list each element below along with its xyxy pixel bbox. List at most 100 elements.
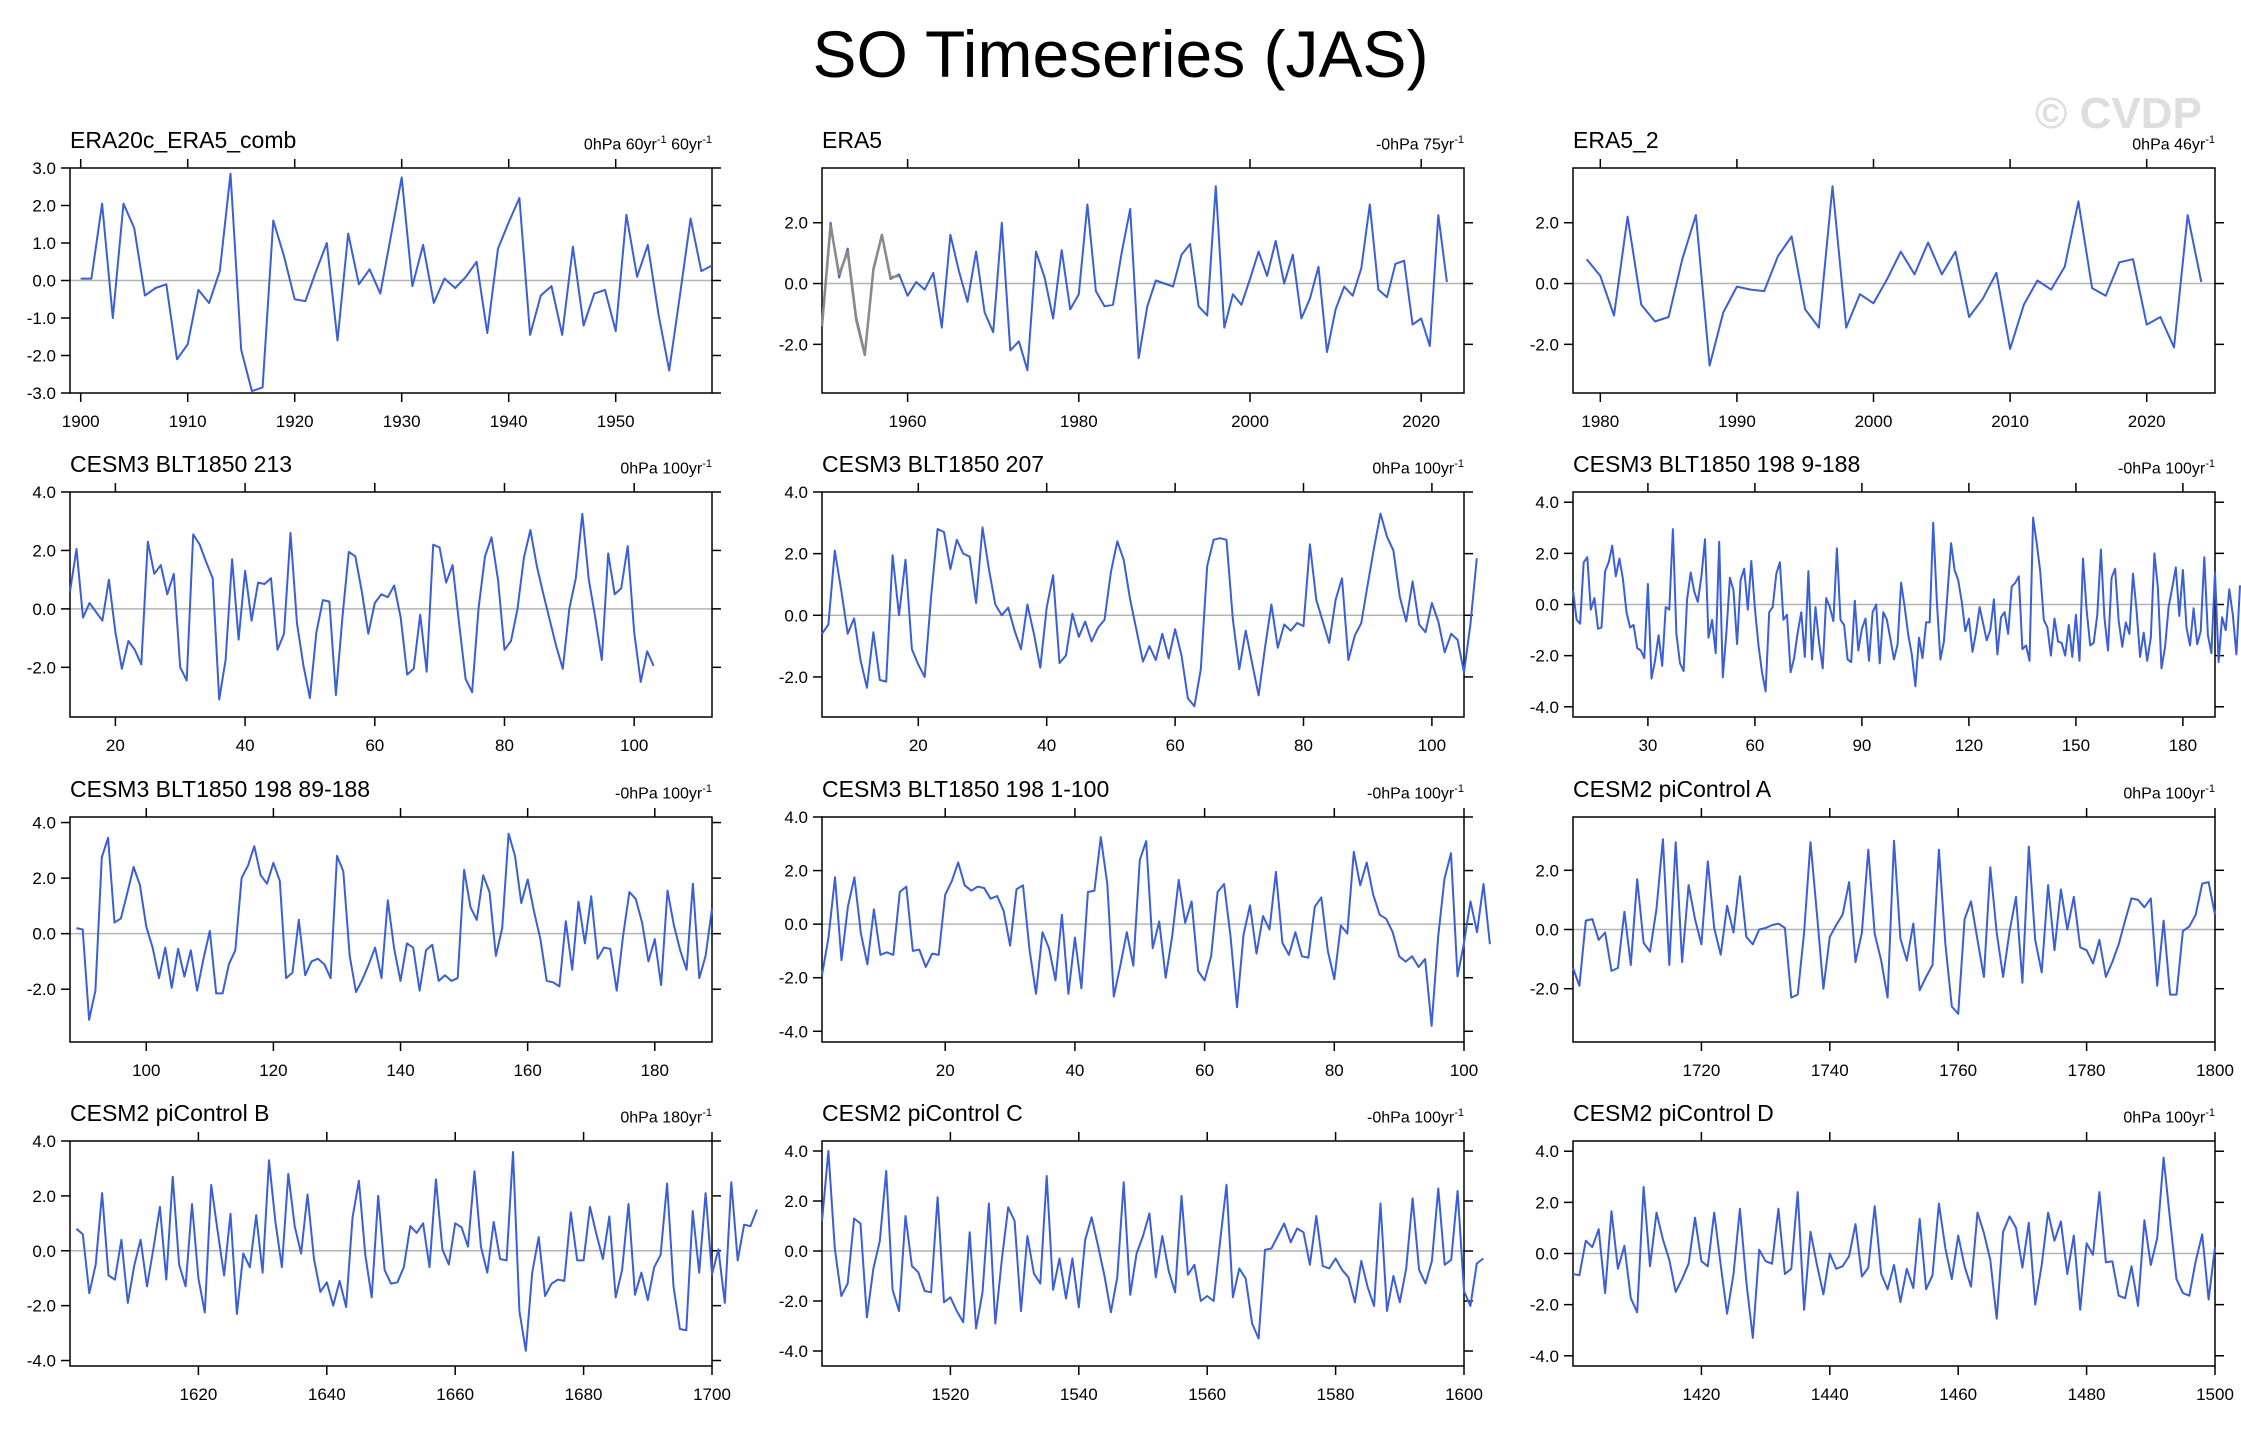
panel-meta: -0hPa 100yr-1 (2118, 458, 2215, 478)
y-tick-label: 4.0 (784, 808, 808, 827)
x-tick-label: 100 (1450, 1061, 1478, 1080)
x-tick-label: 2000 (1855, 412, 1893, 431)
panel-meta: 0hPa 100yr-1 (2123, 783, 2215, 803)
x-tick-label: 20 (909, 736, 928, 755)
y-tick-label: 0.0 (1535, 275, 1559, 294)
x-tick-label: 1740 (1811, 1061, 1849, 1080)
x-tick-label: 20 (106, 736, 125, 755)
series-line (821, 836, 1491, 1027)
y-tick-label: -2.0 (27, 980, 56, 999)
x-tick-label: 40 (1037, 736, 1056, 755)
y-tick-label: 2.0 (32, 1187, 56, 1206)
x-tick-label: 1440 (1811, 1385, 1849, 1404)
secondary-series-line (820, 224, 900, 357)
x-tick-label: 1540 (1060, 1385, 1098, 1404)
x-tick-label: 1700 (693, 1385, 731, 1404)
x-tick-label: 100 (1418, 736, 1446, 755)
y-tick-label: -2.0 (27, 1297, 56, 1316)
x-tick-label: 1930 (383, 412, 421, 431)
plot-frame (1572, 1140, 2216, 1367)
x-tick-label: 160 (513, 1061, 541, 1080)
y-tick-label: 0.0 (32, 1242, 56, 1261)
y-tick-label: 0.0 (784, 915, 808, 934)
x-tick-label: 2020 (1402, 412, 1440, 431)
x-tick-label: 180 (2169, 736, 2197, 755)
x-tick-label: 1780 (2068, 1061, 2106, 1080)
y-tick-label: -2.0 (1530, 647, 1559, 666)
series-line (821, 185, 1448, 372)
x-tick-label: 1990 (1718, 412, 1756, 431)
panel-meta: 0hPa 100yr-1 (1372, 458, 1464, 478)
series-line (76, 832, 713, 1021)
x-tick-label: 80 (495, 736, 514, 755)
x-tick-label: 1420 (1682, 1385, 1720, 1404)
y-tick-label: 2.0 (1535, 214, 1559, 233)
y-tick-label: 0.0 (1535, 1245, 1559, 1264)
panel-title: CESM2 piControl A (1573, 776, 1772, 802)
y-tick-label: 0.0 (784, 606, 808, 625)
panel-title: CESM2 piControl D (1573, 1100, 1774, 1126)
plot-frame (1572, 816, 2216, 1043)
panel-meta: -0hPa 100yr-1 (1367, 783, 1464, 803)
x-tick-label: 1940 (490, 412, 528, 431)
plot-frame (69, 816, 713, 1043)
y-tick-label: 2.0 (784, 214, 808, 233)
plot-frame (1572, 167, 2216, 394)
y-tick-label: -2.0 (1530, 335, 1559, 354)
x-tick-label: 1980 (1060, 412, 1098, 431)
panel-title: ERA5_2 (1573, 127, 1659, 153)
x-tick-label: 1720 (1682, 1061, 1720, 1080)
y-tick-label: -4.0 (27, 1352, 56, 1371)
panel-title: CESM3 BLT1850 207 (822, 451, 1045, 477)
x-tick-label: 30 (1638, 736, 1657, 755)
x-tick-label: 1660 (436, 1385, 474, 1404)
plot-frame (821, 816, 1465, 1043)
y-tick-label: 2.0 (32, 541, 56, 560)
y-tick-label: 0.0 (32, 272, 56, 291)
y-tick-label: 2.0 (32, 197, 56, 216)
panel-title: CESM2 piControl C (822, 1100, 1023, 1126)
series-line (1572, 838, 2216, 1015)
y-tick-label: 0.0 (32, 925, 56, 944)
panel-meta: 0hPa 180yr-1 (620, 1107, 712, 1127)
y-tick-label: -4.0 (1530, 1347, 1559, 1366)
y-tick-label: 4.0 (784, 483, 808, 502)
y-tick-label: -2.0 (27, 347, 56, 366)
watermark: © CVDP (2035, 89, 2202, 138)
x-tick-label: 1560 (1188, 1385, 1226, 1404)
panel-meta: -0hPa 75yr-1 (1375, 134, 1464, 154)
y-tick-label: -4.0 (779, 1022, 808, 1041)
y-tick-label: 0.0 (1535, 596, 1559, 615)
y-tick-label: 2.0 (1535, 861, 1559, 880)
x-tick-label: 60 (1195, 1061, 1214, 1080)
x-tick-label: 1640 (308, 1385, 346, 1404)
plot-frame (69, 1140, 713, 1367)
x-tick-label: 1520 (931, 1385, 969, 1404)
x-tick-label: 100 (620, 736, 648, 755)
x-tick-label: 100 (132, 1061, 160, 1080)
panel-title: ERA5 (822, 127, 883, 153)
page-title: SO Timeseries (JAS) (812, 17, 1429, 91)
x-tick-label: 1620 (179, 1385, 217, 1404)
x-tick-label: 1680 (565, 1385, 603, 1404)
y-tick-label: -2.0 (779, 969, 808, 988)
x-tick-label: 1480 (2068, 1385, 2106, 1404)
y-tick-label: 4.0 (1535, 1142, 1559, 1161)
y-tick-label: -1.0 (27, 309, 56, 328)
x-tick-label: 40 (1065, 1061, 1084, 1080)
plot-frame (821, 167, 1465, 394)
panel-title: CESM2 piControl B (70, 1100, 270, 1126)
y-tick-label: 1.0 (32, 234, 56, 253)
x-tick-label: 60 (365, 736, 384, 755)
y-tick-label: 3.0 (32, 159, 56, 178)
y-tick-label: 0.0 (784, 1242, 808, 1261)
x-tick-label: 1910 (169, 412, 207, 431)
y-tick-label: -2.0 (779, 668, 808, 687)
x-tick-label: 40 (236, 736, 255, 755)
